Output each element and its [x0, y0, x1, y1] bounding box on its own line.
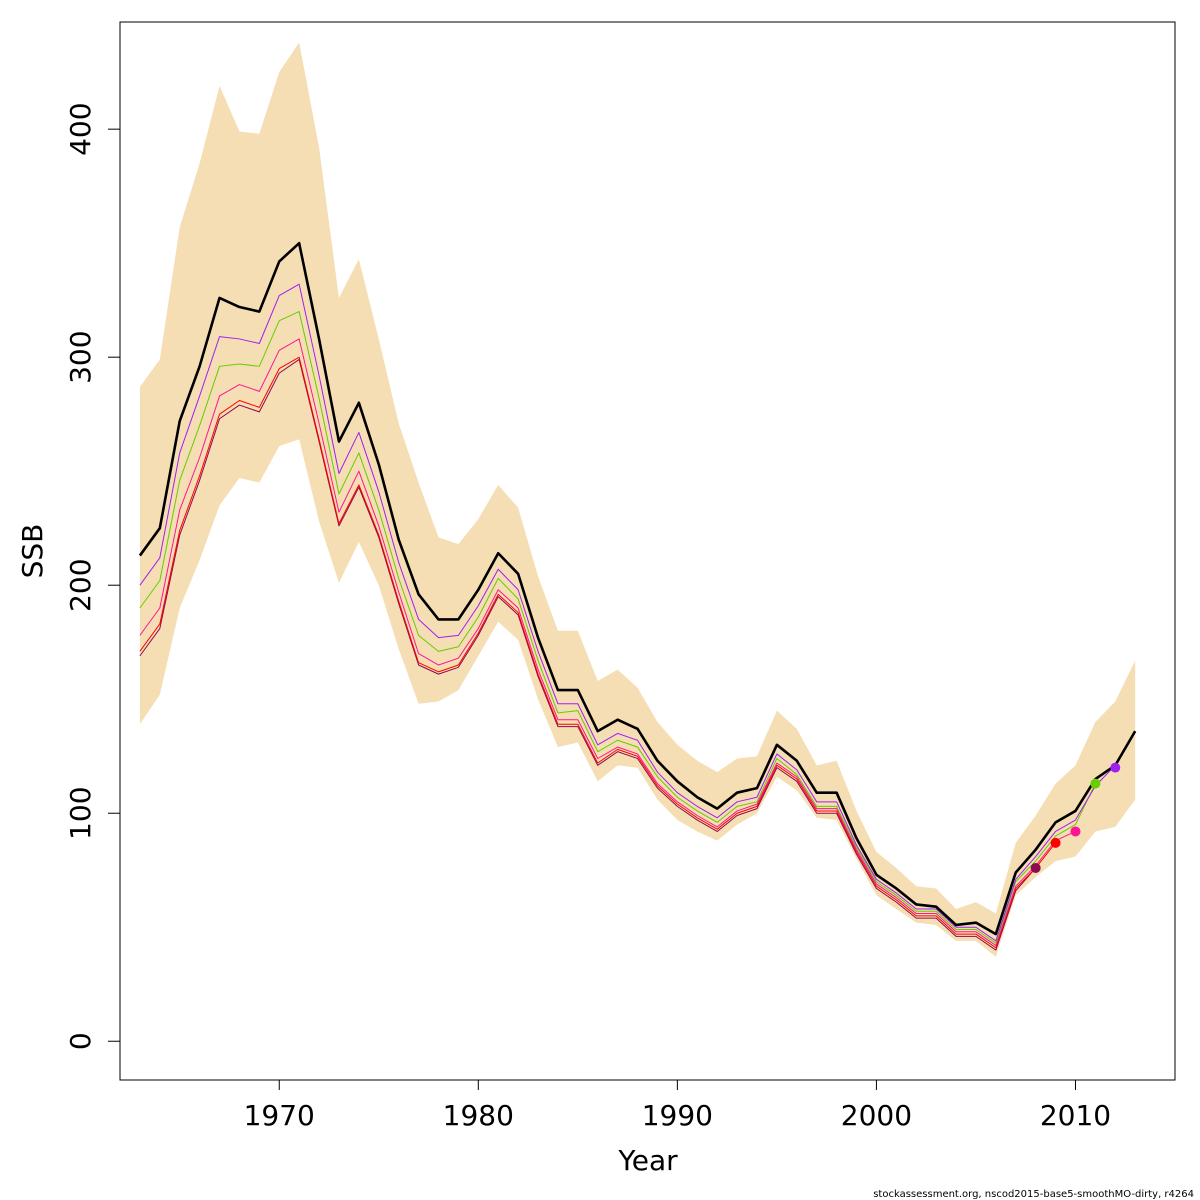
series-line-2	[139, 283, 1116, 942]
series-layer	[138, 241, 1137, 951]
series-line-4	[139, 338, 1076, 946]
series-line-6	[139, 358, 1037, 951]
series-endpoint-3	[1070, 826, 1081, 837]
points-layer	[1030, 762, 1121, 873]
y-tick-label-0: 0	[64, 1032, 97, 1050]
series-endpoint-5	[1110, 762, 1121, 773]
y-tick-label-400: 400	[64, 102, 97, 155]
series-line-3	[139, 311, 1096, 944]
confidence-band-layer	[139, 42, 1136, 957]
x-tick-label-2010: 2010	[1040, 1099, 1111, 1132]
series-line-1	[138, 241, 1137, 936]
x-tick-label-1970: 1970	[244, 1099, 315, 1132]
y-tick-label-300: 300	[64, 330, 97, 383]
series-line-5	[139, 356, 1056, 949]
y-tick-label-100: 100	[64, 786, 97, 839]
x-axis: 1970 1980 1990 2000 2010	[244, 1079, 1111, 1132]
series-endpoint-1	[1030, 862, 1041, 873]
y-tick-label-200: 200	[64, 558, 97, 611]
y-axis-title: SSB	[16, 524, 49, 579]
x-axis-title: Year	[617, 1144, 678, 1177]
series-endpoint-2	[1050, 837, 1061, 848]
x-tick-label-1980: 1980	[443, 1099, 514, 1132]
series-endpoint-4	[1090, 778, 1101, 789]
y-axis: 0 100 200 300 400	[64, 102, 121, 1050]
x-tick-label-1990: 1990	[642, 1099, 713, 1132]
x-tick-label-2000: 2000	[841, 1099, 912, 1132]
confidence-band	[139, 42, 1136, 957]
footer-credit: stockassessment.org, nscod2015-base5-smo…	[873, 1189, 1194, 1200]
